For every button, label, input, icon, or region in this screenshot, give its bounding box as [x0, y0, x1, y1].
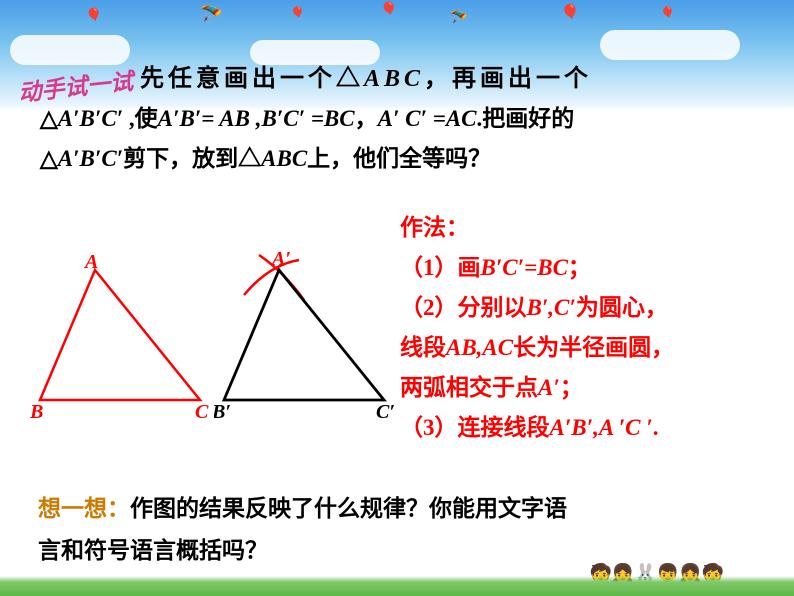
step-1: （1）画B′C′=BC； — [400, 248, 780, 288]
label-a: A — [83, 251, 98, 273]
step-3: 线段AB,AC长为半径画圆， — [400, 328, 780, 368]
t: 长为半径画圆， — [513, 335, 674, 360]
t: A′B′,A ′C ′ — [550, 415, 653, 440]
triangle-abc: A B C — [30, 250, 220, 430]
text: .把画好的 — [477, 106, 575, 131]
aprime2: A′B′C′ — [58, 146, 123, 171]
balloon-icon: 🎈 — [560, 3, 580, 23]
problem-line-2: △A′B′C′ ,使A′B′= AB ,B′C′ =BC，A′ C′ =AC.把… — [40, 100, 760, 138]
t: ； — [568, 255, 591, 280]
text: 上，他们全等吗？ — [307, 146, 491, 171]
construction-steps: 作法： （1）画B′C′=BC； （2）分别以B′,C′为圆心， 线段AB,AC… — [400, 208, 780, 448]
triangle-shape — [40, 270, 200, 400]
t: B′C′=BC — [481, 255, 568, 280]
eq1: A′B′= AB ,B′C′ =BC — [158, 106, 355, 131]
text: 剪下，放到△ — [123, 146, 261, 171]
triangles-area: A B C A′ B′ C′ — [30, 250, 404, 435]
parachute-icon: 🪂 — [200, 4, 222, 25]
balloon-icon: 🎈 — [660, 6, 675, 21]
label-c: C — [195, 401, 209, 423]
label-cprime: C′ — [376, 401, 395, 423]
parachute-icon: 🪂 — [450, 10, 467, 27]
text: △ — [40, 106, 58, 131]
label-aprime: A′ — [270, 250, 291, 270]
abc: ABC — [364, 66, 424, 92]
balloon-icon: 🎈 — [85, 8, 102, 25]
t: . — [653, 415, 659, 440]
problem-line-1: 先任意画出一个△ABC，再画出一个 — [140, 60, 760, 98]
aprime: A′B′C′ — [58, 106, 123, 131]
t: ； — [560, 375, 583, 400]
t: 两弧相交于点 — [400, 375, 538, 400]
text: ,使 — [123, 106, 158, 131]
balloon-icon: 🎈 — [380, 2, 397, 19]
text: △ — [40, 146, 58, 171]
t: （3）连接线段 — [400, 415, 550, 440]
problem-line-3: △A′B′C′剪下，放到△ABC上，他们全等吗？ — [40, 140, 760, 178]
text: 先任意画出一个△ — [140, 66, 364, 92]
t: A′ — [538, 375, 560, 400]
t: AB,AC — [446, 335, 513, 360]
text: ，再画出一个 — [424, 66, 592, 92]
eq2: A′ C′ =AC — [378, 106, 477, 131]
think-label: 想一想： — [38, 496, 130, 521]
cloud — [600, 30, 740, 60]
label-bprime: B′ — [214, 401, 231, 423]
triangle-aprime: A′ B′ C′ — [214, 250, 404, 430]
steps-title: 作法： — [400, 208, 780, 248]
t: B′,C′ — [527, 295, 576, 320]
think-text-1: 作图的结果反映了什么规律？你能用文字语 — [130, 496, 567, 521]
content-area: 先任意画出一个△ABC，再画出一个 △A′B′C′ ,使A′B′= AB ,B′… — [40, 60, 760, 178]
think-text-2: 言和符号语言概括吗？ — [38, 538, 268, 563]
step-5: （3）连接线段A′B′,A ′C ′. — [400, 408, 780, 448]
t: （1）画 — [400, 255, 481, 280]
abc2: ABC — [261, 146, 307, 171]
t: 线段 — [400, 335, 446, 360]
grass-decoration — [0, 576, 794, 596]
label-b: B — [30, 401, 43, 423]
t: 为圆心， — [576, 295, 668, 320]
step-2: （2）分别以B′,C′为圆心， — [400, 288, 780, 328]
text: ， — [355, 106, 378, 131]
step-4: 两弧相交于点A′； — [400, 368, 780, 408]
balloon-icon: 🎈 — [290, 6, 305, 21]
t: （2）分别以 — [400, 295, 527, 320]
think-section: 想一想：作图的结果反映了什么规律？你能用文字语 言和符号语言概括吗？ — [38, 488, 758, 572]
